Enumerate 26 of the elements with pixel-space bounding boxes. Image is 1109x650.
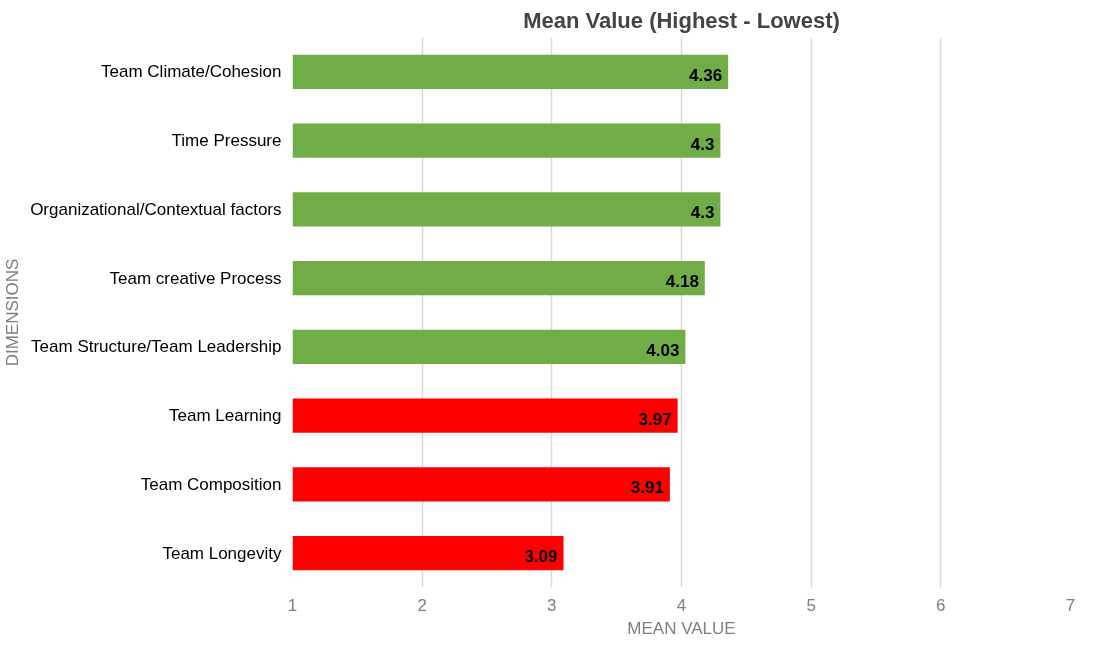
x-tick-label: 7 bbox=[1065, 595, 1076, 615]
y-tick-label: Organizational/Contextual factors bbox=[30, 199, 282, 219]
data-label: 3.09 bbox=[524, 547, 558, 567]
x-tick-label: 2 bbox=[417, 595, 427, 615]
data-label: 4.18 bbox=[665, 272, 699, 292]
data-label: 4.3 bbox=[690, 134, 715, 154]
data-label: 3.97 bbox=[638, 409, 672, 429]
y-tick-label: Team Longevity bbox=[162, 543, 282, 563]
chart-title: Mean Value (Highest - Lowest) bbox=[523, 7, 840, 33]
y-axis-title: DIMENSIONS bbox=[3, 258, 23, 367]
y-tick-label: Team Structure/Team Leadership bbox=[31, 337, 282, 357]
x-tick-label: 5 bbox=[806, 595, 816, 615]
y-tick-label: Team Climate/Cohesion bbox=[101, 62, 282, 82]
x-tick-label: 4 bbox=[676, 595, 687, 615]
x-tick-label: 3 bbox=[547, 595, 557, 615]
data-label: 3.91 bbox=[630, 478, 664, 498]
y-tick-label: Team creative Process bbox=[109, 268, 282, 288]
y-tick-label: Team Composition bbox=[140, 474, 282, 494]
data-label: 4.3 bbox=[690, 203, 715, 223]
data-label: 4.36 bbox=[689, 65, 723, 85]
y-tick-label: Team Learning bbox=[169, 406, 282, 426]
data-label: 4.03 bbox=[646, 340, 680, 360]
x-axis-title: MEAN VALUE bbox=[627, 618, 736, 638]
x-tick-label: 1 bbox=[287, 595, 298, 615]
x-tick-label: 6 bbox=[936, 595, 946, 615]
y-tick-label: Time Pressure bbox=[171, 131, 282, 151]
